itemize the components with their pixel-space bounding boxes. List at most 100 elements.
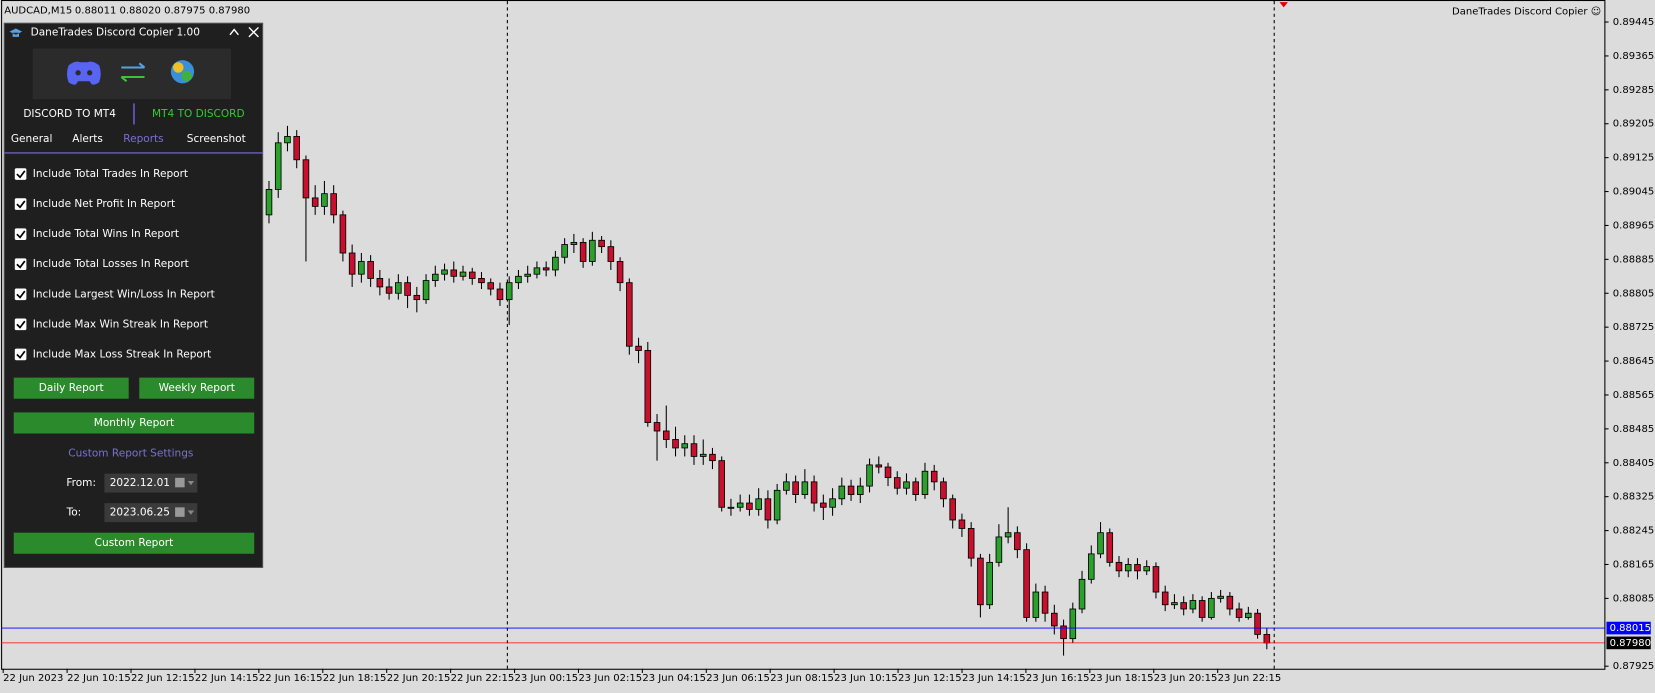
candle-body [330, 193, 337, 216]
candle-body [764, 498, 772, 521]
candle-body [1254, 612, 1261, 635]
checkmark [16, 320, 26, 329]
candle-body [967, 528, 975, 559]
candle-body [339, 214, 347, 254]
candle-body [1060, 625, 1067, 640]
from-label: From: [66, 477, 96, 489]
candle-body [395, 282, 402, 294]
candle-body [875, 464, 883, 468]
settings-tab[interactable]: General [11, 133, 53, 145]
report-button[interactable] [139, 377, 255, 399]
candle-body [607, 246, 615, 262]
button-label: Monthly Report [94, 417, 174, 429]
x-tick-label: 23 Jun 18:15 [1090, 673, 1154, 684]
candle-body [1171, 602, 1178, 606]
chart-area: 0.89445 0.89365 0.89285 0.89205 0.89125 0.890… [1, 17, 1654, 684]
calendar-icon[interactable] [175, 507, 185, 517]
dropdown-arrow [187, 510, 195, 515]
checkbox[interactable] [14, 288, 27, 301]
candle-body [293, 136, 300, 161]
checkbox[interactable] [14, 318, 27, 331]
symbol: AUDCAD,M15 [4, 6, 72, 17]
price-label-box [1606, 636, 1651, 650]
price-label-box [1606, 621, 1651, 635]
mode-tab[interactable]: MT4 TO DISCORD [152, 108, 245, 120]
candle-body [1004, 532, 1012, 538]
candle-body [441, 269, 448, 275]
candle-body [358, 261, 365, 275]
close-button[interactable] [248, 26, 259, 38]
checkbox[interactable] [14, 168, 27, 180]
candle-body [1235, 608, 1243, 618]
x-tick-label: 23 Jun 14:15 [962, 673, 1026, 684]
report-button[interactable] [13, 532, 255, 554]
candle-body [1208, 597, 1215, 618]
candle-body [1152, 566, 1160, 593]
to-date-input[interactable] [104, 503, 198, 523]
from-date-input[interactable] [104, 473, 198, 493]
settings-tab[interactable]: Alerts [72, 133, 103, 145]
logo-strip [32, 48, 232, 100]
candle-body [459, 271, 467, 277]
checkmark [16, 170, 26, 179]
candle-body [635, 345, 642, 351]
candle-body [662, 430, 670, 440]
shift-marker [1279, 2, 1288, 8]
y-tick-label: 0.88405 [1613, 458, 1654, 469]
candle-body [321, 193, 328, 207]
x-tick-label: 23 Jun 08:15 [770, 673, 834, 684]
report-button[interactable] [13, 412, 255, 434]
candle-body [1097, 532, 1104, 555]
dropdown-arrow [187, 480, 195, 486]
candle-body [432, 273, 439, 281]
option-label: Include Largest Win/Loss In Report [33, 288, 215, 300]
candle-body [348, 252, 356, 275]
x-tick-label: 22 Jun 14:15 [195, 673, 259, 684]
settings-tab[interactable]: Reports [123, 133, 163, 145]
x-tick-label: 23 Jun 02:15 [578, 673, 642, 684]
candle-body [1189, 600, 1197, 610]
candle-body [626, 282, 633, 347]
candle-body [709, 453, 716, 462]
checkbox[interactable] [14, 228, 27, 240]
y-tick-label: 0.88565 [1613, 390, 1654, 401]
calendar-icon[interactable] [175, 477, 185, 488]
option-label: Include Max Loss Streak In Report [33, 348, 212, 360]
option-label: Include Total Trades In Report [33, 168, 188, 180]
candle-body [579, 241, 587, 262]
chart-frame [1, 0, 1606, 670]
discord-eye [87, 70, 93, 76]
option-label: Include Max Win Streak In Report [33, 318, 208, 330]
y-tick-label: 0.88645 [1613, 356, 1654, 367]
checkmark [16, 260, 26, 269]
candle-body [1115, 561, 1123, 572]
candle-body [487, 282, 495, 290]
candle-body [995, 536, 1003, 563]
candle-body [367, 261, 374, 279]
y-tick-label: 0.88485 [1613, 424, 1654, 435]
settings-tab[interactable]: Screenshot [187, 133, 246, 145]
mode-tab[interactable]: DISCORD TO MT4 [23, 108, 116, 120]
checkbox[interactable] [14, 198, 27, 210]
candle-body [857, 485, 864, 495]
mt4-logo [170, 60, 195, 84]
x-tick-label: 22 Jun 10:15 [67, 673, 131, 684]
checkbox[interactable] [14, 258, 27, 271]
candle-body [958, 519, 966, 529]
candle-body [1217, 595, 1224, 599]
candle-body [561, 244, 568, 258]
minimize-button[interactable] [229, 28, 239, 36]
candle-body [302, 159, 310, 199]
candle-body [1041, 591, 1049, 614]
checkbox[interactable] [14, 348, 27, 361]
report-button[interactable] [13, 377, 129, 399]
y-tick-label: 0.88325 [1613, 492, 1654, 503]
candle-body [681, 443, 689, 449]
to-date: 2023.06.25 [110, 507, 170, 519]
y-tick-label: 0.88725 [1613, 322, 1654, 333]
candle-body [986, 561, 993, 606]
y-tick-label: 0.88885 [1613, 254, 1654, 265]
candle-body [930, 470, 938, 483]
